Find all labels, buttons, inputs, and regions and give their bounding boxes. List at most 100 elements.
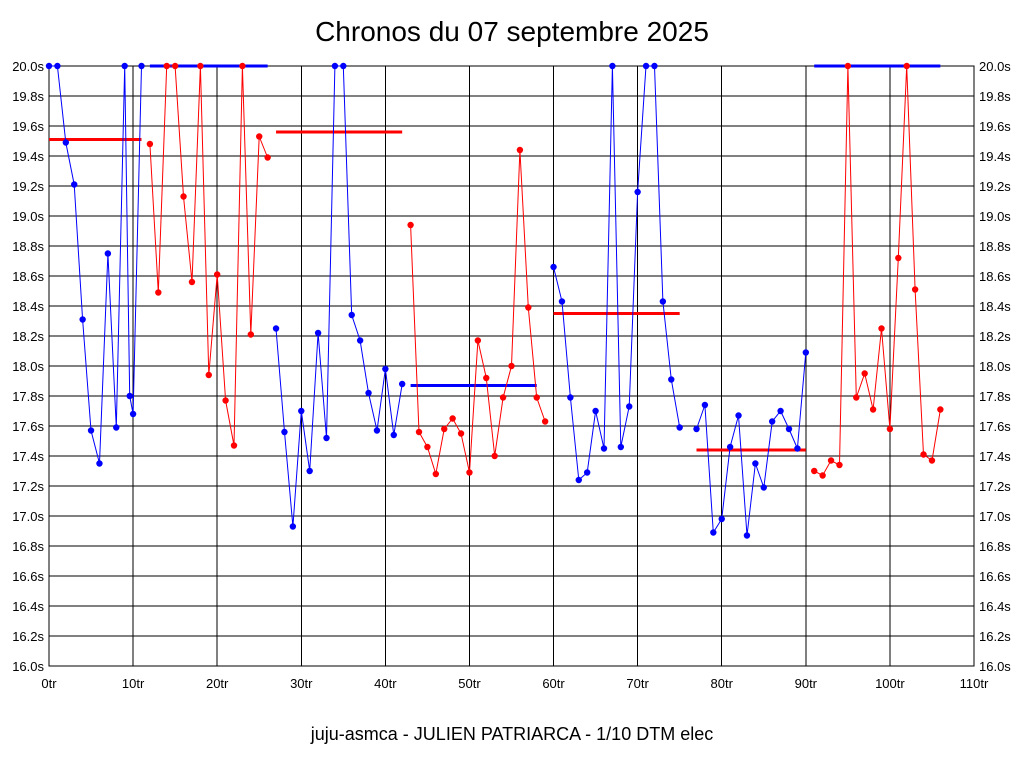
y-tick-label-right: 17.4s bbox=[979, 449, 1011, 464]
y-tick-label-left: 18.6s bbox=[12, 269, 44, 284]
data-point bbox=[222, 397, 229, 404]
y-tick-label-left: 16.4s bbox=[12, 599, 44, 614]
data-point bbox=[314, 329, 322, 337]
y-tick-label-left: 19.6s bbox=[12, 119, 44, 134]
data-point bbox=[726, 443, 734, 451]
y-tick-label-left: 19.8s bbox=[12, 89, 44, 104]
data-point bbox=[415, 428, 423, 436]
data-point bbox=[96, 460, 103, 467]
x-tick-label: 110tr bbox=[960, 676, 989, 691]
data-point bbox=[928, 457, 936, 464]
data-point bbox=[844, 62, 852, 70]
data-point bbox=[155, 289, 162, 296]
y-tick-label-right: 19.2s bbox=[979, 179, 1011, 194]
y-tick-label-right: 17.6s bbox=[979, 419, 1011, 434]
data-point bbox=[79, 316, 86, 323]
data-point bbox=[575, 476, 582, 484]
data-point bbox=[600, 445, 608, 452]
x-tick-label: 20tr bbox=[206, 676, 229, 691]
data-point bbox=[188, 278, 196, 286]
data-point bbox=[626, 403, 633, 410]
data-point bbox=[205, 371, 212, 379]
data-point bbox=[146, 140, 154, 148]
data-point bbox=[617, 443, 625, 451]
data-point bbox=[836, 461, 843, 469]
y-tick-label-right: 16.4s bbox=[979, 599, 1011, 614]
data-point bbox=[752, 460, 759, 467]
x-tick-label: 30tr bbox=[290, 676, 313, 691]
x-tick-label: 90tr bbox=[795, 676, 818, 691]
data-point bbox=[449, 415, 456, 422]
chart-caption: juju-asmca - JULIEN PATRIARCA - 1/10 DTM… bbox=[310, 724, 714, 744]
data-point bbox=[516, 146, 524, 154]
data-point bbox=[104, 250, 112, 257]
y-tick-label-left: 19.0s bbox=[12, 209, 44, 224]
data-point bbox=[62, 139, 70, 146]
data-point bbox=[693, 425, 700, 433]
data-point bbox=[525, 304, 532, 311]
series-line bbox=[696, 352, 807, 536]
data-point bbox=[609, 62, 616, 70]
y-tick-label-right: 16.2s bbox=[979, 629, 1011, 644]
data-point bbox=[911, 286, 919, 293]
data-point bbox=[306, 467, 313, 475]
data-point bbox=[45, 62, 53, 70]
chart-title: Chronos du 07 septembre 2025 bbox=[315, 16, 709, 47]
y-tick-label-left: 18.0s bbox=[12, 359, 44, 374]
data-point bbox=[483, 374, 490, 382]
data-point bbox=[71, 181, 78, 188]
data-point bbox=[659, 298, 667, 305]
y-tick-label-left: 17.4s bbox=[12, 449, 44, 464]
data-point bbox=[113, 424, 120, 431]
data-point bbox=[861, 370, 868, 377]
data-point bbox=[634, 188, 641, 196]
data-point bbox=[356, 337, 364, 344]
x-tick-label: 40tr bbox=[374, 676, 397, 691]
y-tick-label-right: 20.0s bbox=[979, 59, 1011, 74]
series-line bbox=[553, 65, 681, 482]
data-point bbox=[407, 221, 414, 229]
data-point bbox=[508, 362, 515, 370]
data-point bbox=[264, 154, 271, 161]
data-point bbox=[785, 425, 793, 433]
data-point bbox=[382, 365, 389, 373]
data-point bbox=[373, 427, 381, 434]
data-point bbox=[701, 401, 709, 409]
series-line bbox=[410, 149, 546, 475]
x-tick-label: 50tr bbox=[458, 676, 481, 691]
data-point bbox=[138, 62, 145, 70]
x-tick-label: 0tr bbox=[41, 676, 57, 691]
data-point bbox=[802, 349, 810, 356]
data-point bbox=[331, 62, 339, 70]
y-tick-label-right: 17.8s bbox=[979, 389, 1011, 404]
x-tick-label: 100tr bbox=[875, 676, 905, 691]
y-tick-label-left: 18.2s bbox=[12, 329, 44, 344]
data-point bbox=[499, 394, 507, 401]
y-tick-label-left: 16.6s bbox=[12, 569, 44, 584]
data-point bbox=[54, 62, 61, 70]
y-tick-label-right: 18.6s bbox=[979, 269, 1011, 284]
data-point bbox=[126, 392, 133, 400]
y-tick-label-right: 18.0s bbox=[979, 359, 1011, 374]
y-axis-right: 16.0s 16.2s 16.4s 16.6s 16.8s 17.0s 17.2s 17.4s… bbox=[979, 59, 1011, 674]
data-point bbox=[903, 62, 910, 70]
data-point bbox=[558, 298, 566, 305]
data-point bbox=[441, 425, 448, 433]
y-tick-label-left: 19.4s bbox=[12, 149, 44, 164]
y-tick-label-right: 16.8s bbox=[979, 539, 1011, 554]
data-point bbox=[710, 529, 717, 536]
y-tick-label-left: 18.4s bbox=[12, 299, 44, 314]
data-point bbox=[289, 523, 297, 530]
data-point bbox=[281, 428, 288, 436]
data-point bbox=[550, 263, 557, 271]
series-line bbox=[149, 65, 269, 446]
data-point bbox=[592, 407, 599, 415]
data-point bbox=[239, 62, 246, 70]
data-point bbox=[256, 133, 263, 140]
data-point bbox=[390, 431, 397, 439]
y-tick-label-right: 18.8s bbox=[979, 239, 1011, 254]
x-axis: 0tr 10tr 20tr 30tr 40tr 50tr 60tr 70tr 80tr 90tr 1… bbox=[41, 676, 989, 691]
data-point bbox=[365, 389, 372, 397]
data-point bbox=[272, 325, 280, 332]
